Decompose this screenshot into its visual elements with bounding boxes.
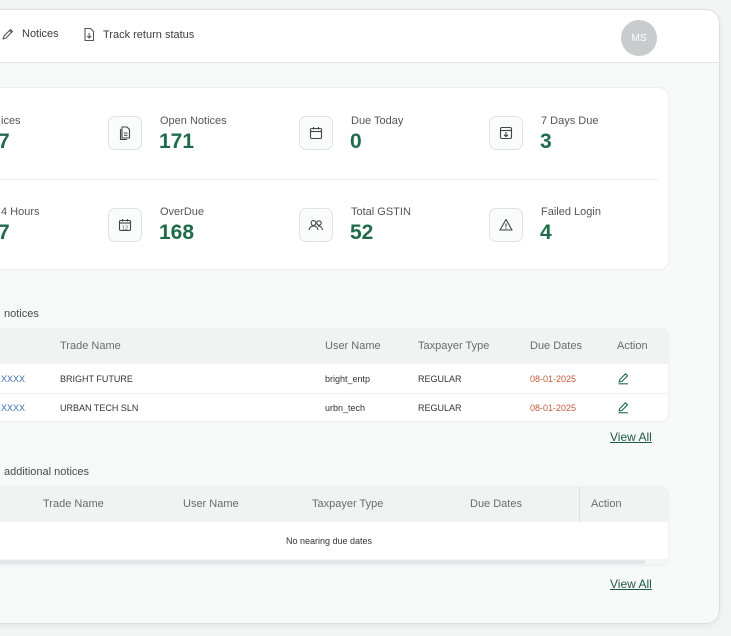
stat-label: 4 Hours xyxy=(1,206,40,218)
row-user-name: urbn_tech xyxy=(325,403,366,413)
download-box-icon xyxy=(489,116,523,150)
stat-value: 52 xyxy=(350,221,374,244)
nav-notices[interactable]: Notices xyxy=(1,27,59,41)
file-download-icon xyxy=(84,27,95,42)
edit-icon[interactable] xyxy=(617,372,630,385)
stat-value: 4 xyxy=(540,221,552,244)
col-action: Action xyxy=(617,340,648,352)
row-gstin[interactable]: XXXX xyxy=(1,403,26,413)
users-icon xyxy=(299,208,333,242)
stat-label: Due Today xyxy=(351,115,404,127)
stat-value: 171 xyxy=(159,130,195,153)
table-header: Trade Name User Name Taxpayer Type Due D… xyxy=(0,487,668,522)
pencil-icon xyxy=(2,28,14,40)
col-taxpayer-type: Taxpayer Type xyxy=(418,340,490,352)
col-user-name: User Name xyxy=(183,498,239,510)
col-user-name: User Name xyxy=(325,340,381,352)
row-due-date: 08-01-2025 xyxy=(530,374,577,384)
additional-view-all-link[interactable]: View All xyxy=(610,577,652,591)
row-taxpayer-type: REGULAR xyxy=(418,374,462,384)
additional-notices-section-title: additional notices xyxy=(4,466,90,478)
avatar[interactable]: MS xyxy=(621,20,657,56)
stat-value: 0 xyxy=(350,130,362,153)
row-due-date: 08-01-2025 xyxy=(530,403,577,413)
scrollbar-thumb[interactable] xyxy=(0,560,645,564)
col-due-dates: Due Dates xyxy=(530,340,582,352)
notices-table: Trade Name User Name Taxpayer Type Due D… xyxy=(0,328,669,422)
calendar-12-icon: 12 xyxy=(108,208,142,242)
stat-label: 7 Days Due xyxy=(541,115,599,127)
row-taxpayer-type: REGULAR xyxy=(418,403,462,413)
stat-value: 3 xyxy=(540,130,552,153)
app-window: Notices Track return status MS ices 7 xyxy=(0,9,720,624)
row-user-name: bright_entp xyxy=(325,374,371,384)
calendar-icon xyxy=(299,116,333,150)
row-gstin[interactable]: XXXX xyxy=(1,374,26,384)
horizontal-scrollbar[interactable] xyxy=(0,559,668,565)
top-bar: Notices Track return status MS xyxy=(0,10,719,63)
stat-label: ices xyxy=(1,115,21,127)
stat-label: Failed Login xyxy=(541,206,601,218)
col-due-dates: Due Dates xyxy=(470,498,522,510)
table-row[interactable]: XXXX URBAN TECH SLN urbn_tech REGULAR 08… xyxy=(0,394,668,421)
svg-text:12: 12 xyxy=(122,225,128,231)
nav-track-return-label: Track return status xyxy=(103,28,195,41)
table-row[interactable]: XXXX BRIGHT FUTURE bright_entp REGULAR 0… xyxy=(0,365,668,394)
warning-icon xyxy=(489,208,523,242)
col-action: Action xyxy=(591,498,622,510)
notices-section-title: notices xyxy=(4,308,39,320)
stat-value: 7 xyxy=(0,130,10,154)
row-trade-name: URBAN TECH SLN xyxy=(60,403,139,413)
row-trade-name: BRIGHT FUTURE xyxy=(60,374,133,384)
edit-icon[interactable] xyxy=(617,401,630,414)
stat-label: Open Notices xyxy=(160,115,227,127)
col-trade-name: Trade Name xyxy=(43,498,104,510)
additional-notices-table: Trade Name User Name Taxpayer Type Due D… xyxy=(0,486,669,566)
table-header: Trade Name User Name Taxpayer Type Due D… xyxy=(0,329,668,364)
stat-label: Total GSTIN xyxy=(351,206,411,218)
notices-view-all-link[interactable]: View All xyxy=(610,430,652,444)
stat-value: 168 xyxy=(159,221,195,244)
stats-card: ices 7 Open Notices 171 xyxy=(0,87,669,270)
document-icon xyxy=(108,116,142,150)
nav-track-return[interactable]: Track return status xyxy=(82,27,194,42)
stat-value: 7 xyxy=(0,221,10,245)
column-separator xyxy=(579,487,580,522)
stats-divider xyxy=(0,179,658,180)
col-trade-name: Trade Name xyxy=(60,340,121,352)
col-taxpayer-type: Taxpayer Type xyxy=(312,498,384,510)
nav-notices-label: Notices xyxy=(22,28,59,40)
stat-label: OverDue xyxy=(160,206,205,218)
empty-message: No nearing due dates xyxy=(285,536,373,546)
